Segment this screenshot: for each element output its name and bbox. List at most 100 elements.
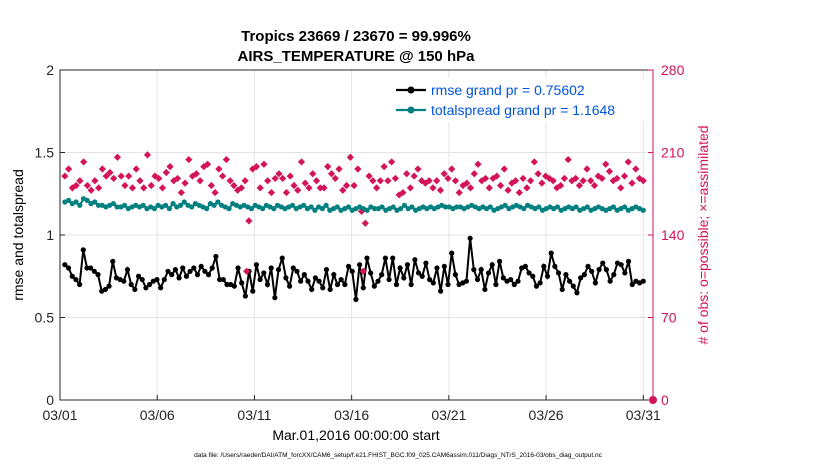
obs-assimilated-point	[575, 181, 584, 190]
rmse-point	[320, 285, 326, 291]
totalspread-point	[177, 202, 184, 208]
totalspread-point	[189, 204, 195, 210]
legend-rmse-marker	[407, 86, 415, 94]
obs-assimilated-point	[290, 181, 298, 190]
obs-assimilated-point	[279, 174, 287, 183]
rmse-point	[349, 268, 355, 274]
rmse-point	[412, 257, 418, 263]
totalspread-point	[289, 202, 296, 208]
totalspread-point	[204, 206, 210, 212]
rmse-point	[485, 270, 492, 276]
rmse-point	[331, 272, 337, 278]
totalspread-point	[390, 204, 396, 210]
rmse-point	[216, 276, 223, 283]
obs-assimilated-point	[320, 184, 328, 192]
obs-assimilated-point	[617, 184, 625, 192]
obs-assimilated-point	[177, 188, 185, 197]
rmse-point	[183, 273, 190, 279]
obs-assimilated-point	[294, 186, 302, 194]
axis-layer: 03/01 03/06 03/11 03/16 03/21 03/26 03/3100.51…	[35, 62, 685, 423]
obs-assimilated-point	[140, 184, 148, 192]
obs-assimilated-point	[620, 172, 629, 180]
obs-assimilated-point	[106, 168, 114, 177]
totalspread-point	[323, 202, 329, 208]
obs-assimilated-point	[421, 179, 430, 187]
rmse-point	[224, 281, 230, 288]
legend: rmse grand pr = 0.75602 totalspread gran…	[393, 78, 648, 122]
legend-spread-marker	[407, 106, 415, 114]
rmse-point	[423, 260, 429, 266]
rmse-point	[235, 265, 241, 271]
y-tick-label-right: 70	[661, 310, 677, 326]
obs-assimilated-point	[557, 181, 565, 190]
rmse-point	[316, 278, 322, 284]
rmse-point	[180, 265, 186, 271]
rmse-point	[309, 286, 315, 293]
rmse-point	[526, 270, 532, 276]
rmse-point	[511, 281, 517, 288]
rmse-point	[194, 272, 201, 278]
obs-assimilated-point	[391, 174, 399, 183]
y-tick-label-right: 0	[661, 392, 669, 408]
obs-assimilated-point	[339, 186, 347, 194]
obs-assimilated-point	[264, 177, 272, 185]
obs-assimilated-point	[155, 174, 163, 183]
obs-assimilated-point	[583, 165, 591, 173]
totalspread-point	[215, 199, 221, 205]
x-tick-label: 03/11	[237, 407, 271, 423]
obs-assimilated-point	[143, 151, 152, 159]
y-tick-label-left: 0.5	[35, 310, 55, 326]
rmse-point	[482, 286, 488, 293]
rmse-point	[640, 278, 646, 284]
rmse-point	[106, 283, 112, 289]
rmse-point	[353, 296, 359, 302]
rmse-point	[397, 265, 403, 271]
totalspread-point	[584, 204, 590, 210]
obs-assimilated-point	[639, 177, 647, 185]
rmse-point	[91, 268, 97, 274]
rmse-point	[165, 268, 171, 274]
rmse-point	[176, 275, 182, 281]
rmse-point	[327, 286, 333, 293]
rmse-point	[73, 276, 79, 283]
rmse-point	[508, 276, 514, 283]
obs-assimilated-point	[83, 181, 91, 190]
obs-assimilated-point	[173, 174, 182, 183]
obs-assimilated-point	[95, 184, 103, 192]
obs-assimilated-point	[117, 172, 125, 180]
rmse-point	[563, 272, 569, 278]
rmse-point	[530, 273, 536, 279]
obs-assimilated-point	[474, 160, 482, 168]
rmse-point	[213, 253, 219, 260]
obs-assimilated-point	[226, 177, 234, 185]
obs-assimilated-point	[380, 163, 388, 171]
rmse-point	[368, 270, 374, 276]
rmse-point	[261, 270, 267, 276]
rmse-point	[537, 280, 543, 286]
rmse-point	[364, 255, 370, 261]
obs-assimilated-point	[110, 174, 118, 183]
obs-assimilated-point	[373, 184, 381, 192]
totalspread-point	[487, 204, 493, 210]
rmse-point	[474, 276, 481, 283]
rmse-point	[574, 290, 580, 296]
obs-assimilated-point	[275, 170, 283, 178]
obs-assimilated-point	[158, 184, 167, 192]
obs-assimilated-point	[414, 165, 422, 173]
rmse-point	[430, 280, 436, 286]
totalspread-point	[536, 204, 542, 210]
obs-assimilated-point	[252, 163, 261, 171]
rmse-point	[438, 288, 444, 294]
totalspread-point	[110, 201, 116, 207]
obs-assimilated-point	[98, 165, 107, 173]
totalspread-point	[312, 207, 318, 213]
totalspread-point	[92, 199, 98, 205]
y-tick-label-right: 280	[661, 62, 685, 78]
totalspread-point	[640, 207, 646, 213]
obs-assimilated-point	[166, 163, 174, 171]
obs-assimilated-point	[549, 177, 557, 185]
rmse-point	[496, 258, 503, 264]
obs-assimilated-point	[632, 165, 640, 173]
rmse-point	[146, 281, 153, 288]
